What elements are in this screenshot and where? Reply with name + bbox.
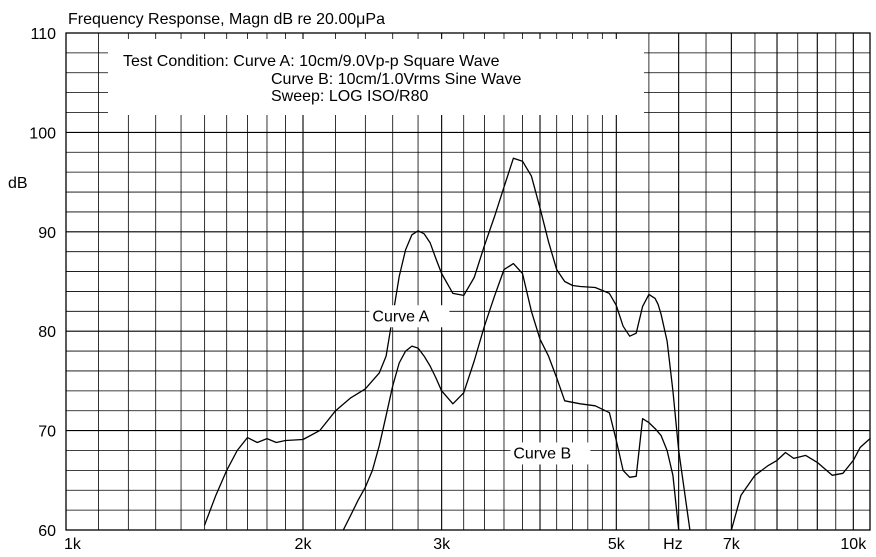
x-axis-unit-label: Hz [663,536,683,552]
annotation-line: Sweep: LOG ISO/R80 [271,88,429,105]
y-axis-label: dB [8,175,28,192]
x-tick-label: 1k [64,536,82,552]
series-line-0 [203,157,691,531]
annotation-background [108,39,644,115]
y-tick-label: 60 [38,523,56,540]
y-tick-label: 70 [38,424,56,441]
x-tick-label: 7k [723,536,741,552]
series-line-1 [342,262,680,531]
x-tick-label: 10k [840,536,867,552]
y-tick-label: 80 [38,324,56,341]
curve-label-background [510,442,591,465]
y-tick-label: 100 [29,125,56,142]
y-tick-label: 110 [30,26,56,43]
series-layer [203,157,871,531]
curve-label-background [369,305,450,328]
curve-labels: Curve A Curve B [369,305,591,465]
x-tick-label: 5k [608,536,626,552]
chart-title: Frequency Response, Magn dB re 20.00μPa [68,11,385,28]
curve-label: Curve B [513,445,571,462]
x-tick-label: 3k [433,536,451,552]
curve-label: Curve A [372,308,429,325]
plot-frame [65,32,871,531]
annotation-line: Test Condition: Curve A: 10cm/9.0Vp-p Sq… [123,53,500,70]
annotation-line: Curve B: 10cm/1.0Vrms Sine Wave [271,71,522,88]
x-tick-label: 2k [295,536,313,552]
y-tick-label: 90 [38,225,56,242]
axes: 60 70 80 90 100 110 1k 2k 3k 5k 7k 10k Hz [29,26,871,553]
annotation-box: Test Condition: Curve A: 10cm/9.0Vp-p Sq… [108,39,644,115]
series-line-2 [730,437,871,531]
